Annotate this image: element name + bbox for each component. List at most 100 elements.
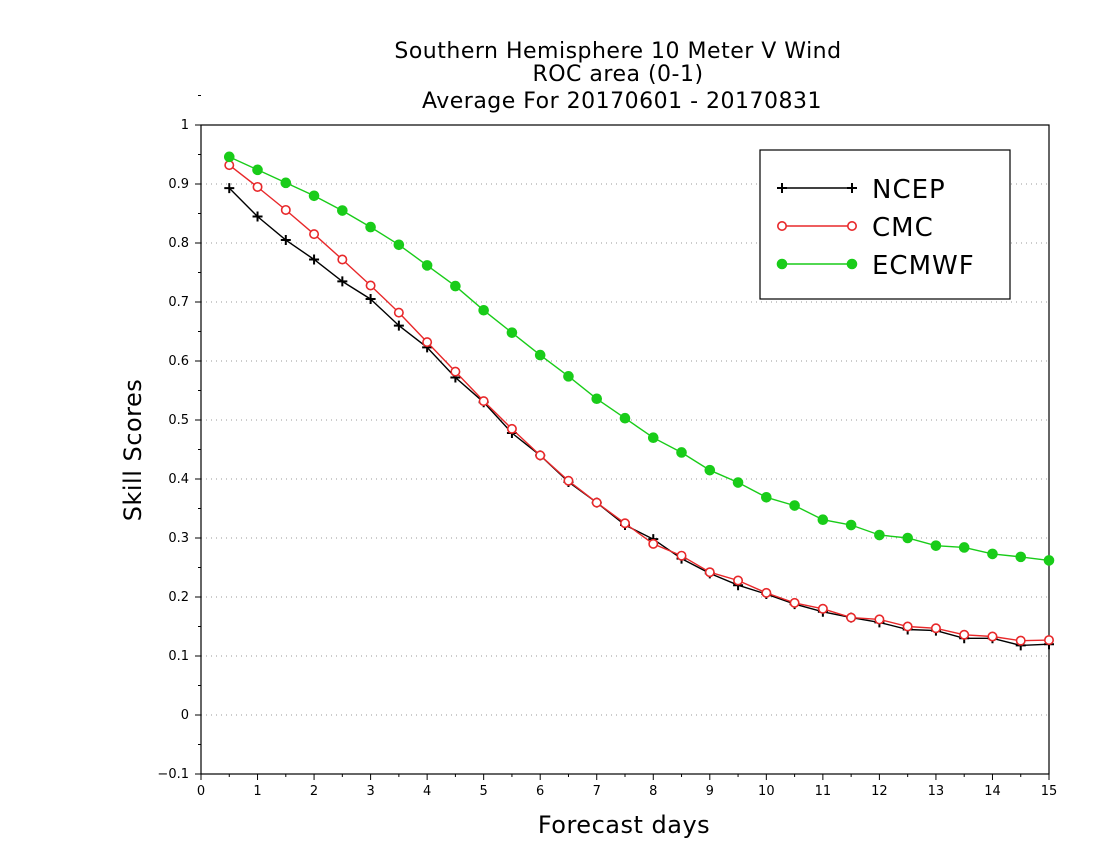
data-point-ncep xyxy=(393,320,404,331)
data-point-cmc xyxy=(591,497,602,508)
data-point-cmc xyxy=(450,366,461,377)
data-point-cmc xyxy=(252,181,263,192)
y-tick-label: 0 xyxy=(181,708,189,723)
legend-label-ncep: NCEP xyxy=(872,175,946,205)
data-point-cmc xyxy=(987,631,998,642)
data-point-cmc xyxy=(930,623,941,634)
data-point-ecmwf xyxy=(987,548,998,560)
x-axis-label: Forecast days xyxy=(538,811,710,839)
data-point-cmc xyxy=(393,307,404,318)
data-point-cmc xyxy=(676,550,687,561)
data-point-cmc xyxy=(846,612,857,623)
data-point-ecmwf xyxy=(308,190,320,202)
legend-marker-cmc xyxy=(846,221,857,232)
data-point-ecmwf xyxy=(676,447,687,458)
data-point-cmc xyxy=(478,396,489,407)
y-tick-label: 0.3 xyxy=(168,531,189,546)
data-point-cmc xyxy=(619,518,630,529)
y-tick-label: 0.9 xyxy=(168,177,189,192)
data-point-ecmwf xyxy=(506,327,518,338)
data-point-cmc xyxy=(959,629,970,640)
data-point-ecmwf xyxy=(1015,551,1027,563)
data-point-cmc xyxy=(902,621,913,632)
legend-marker-cmc xyxy=(776,221,787,232)
data-point-cmc xyxy=(648,538,659,549)
data-point-ecmwf xyxy=(732,477,744,488)
data-point-ncep xyxy=(309,254,320,265)
x-tick-label: 9 xyxy=(706,784,714,799)
data-point-ecmwf xyxy=(393,239,405,251)
y-tick-label: 0.6 xyxy=(168,354,189,369)
data-point-ncep xyxy=(252,211,263,222)
y-tick-label: 0.4 xyxy=(168,472,189,487)
y-tick-label: −0.1 xyxy=(157,767,189,782)
x-tick-label: 1 xyxy=(253,784,261,799)
data-point-cmc xyxy=(535,450,546,461)
data-point-cmc xyxy=(280,204,291,215)
data-point-ecmwf xyxy=(365,221,376,233)
data-point-ecmwf xyxy=(874,529,885,541)
data-point-cmc xyxy=(506,423,517,434)
data-point-cmc xyxy=(733,575,744,586)
legend-marker-ecmwf xyxy=(846,258,858,270)
legend: NCEP CMC ECMWF xyxy=(759,149,1011,300)
x-tick-label: 7 xyxy=(593,784,601,799)
chart-title: Southern Hemisphere 10 Meter V Wind ROC … xyxy=(394,39,841,114)
data-point-ecmwf xyxy=(930,540,942,551)
data-point-ecmwf xyxy=(704,464,716,476)
x-tick-label: 4 xyxy=(423,784,431,799)
legend-label-ecmwf: ECMWF xyxy=(872,251,975,281)
data-point-ncep xyxy=(337,276,348,287)
data-point-ecmwf xyxy=(619,412,631,424)
legend-marker-ecmwf xyxy=(776,258,788,270)
data-point-ecmwf xyxy=(817,514,829,526)
x-tick-label: 13 xyxy=(928,784,945,799)
x-tick-label: 11 xyxy=(815,784,832,799)
y-tick-label: 0.1 xyxy=(168,649,189,664)
data-point-ncep xyxy=(365,294,376,305)
x-tick-label: 15 xyxy=(1041,784,1058,799)
data-point-cmc xyxy=(1015,635,1026,646)
x-tick-label: 3 xyxy=(366,784,374,799)
data-point-ecmwf xyxy=(534,349,546,361)
y-axis-ticks: −0.1 0 0.1 0.2 0.3 0.4 0.5 0.6 0.7 0.8 0.9 1 xyxy=(157,95,201,782)
x-tick-label: 6 xyxy=(536,784,544,799)
data-point-ncep xyxy=(224,183,235,194)
chart-title-line-3: Average For 20170601 - 20170831 xyxy=(422,89,822,114)
x-tick-label: 14 xyxy=(984,784,1001,799)
data-point-cmc xyxy=(761,587,772,598)
data-point-ecmwf xyxy=(421,260,433,271)
data-point-ecmwf xyxy=(478,304,489,316)
data-point-ecmwf xyxy=(761,491,772,503)
data-point-cmc xyxy=(789,597,800,608)
data-point-cmc xyxy=(422,337,433,348)
x-tick-label: 10 xyxy=(758,784,775,799)
data-point-ecmwf xyxy=(591,393,603,405)
data-point-ecmwf xyxy=(223,151,235,163)
legend-label-cmc: CMC xyxy=(872,213,934,243)
x-tick-label: 0 xyxy=(197,784,205,799)
y-axis-label: Skill Scores xyxy=(119,379,147,522)
chart-title-line-1: Southern Hemisphere 10 Meter V Wind xyxy=(394,39,841,64)
data-point-ecmwf xyxy=(337,205,348,216)
legend-box xyxy=(759,149,1011,300)
data-point-cmc xyxy=(817,603,828,614)
x-tick-label: 8 xyxy=(649,784,657,799)
data-point-cmc xyxy=(309,229,320,240)
legend-marker-ncep xyxy=(847,183,857,193)
data-point-ecmwf xyxy=(563,371,574,382)
y-tick-label: 0.2 xyxy=(168,590,189,605)
x-tick-label: 2 xyxy=(310,784,318,799)
data-point-ecmwf xyxy=(902,532,913,544)
series-lines xyxy=(223,151,1055,651)
x-tick-label: 12 xyxy=(871,784,888,799)
legend-marker-ncep xyxy=(777,183,787,193)
data-point-cmc xyxy=(224,160,235,171)
data-point-ecmwf xyxy=(789,500,800,511)
data-point-cmc xyxy=(1044,635,1055,646)
x-tick-label: 5 xyxy=(480,784,488,799)
series-ecmwf xyxy=(223,151,1055,566)
data-point-ecmwf xyxy=(647,432,659,444)
data-point-ecmwf xyxy=(280,177,292,189)
